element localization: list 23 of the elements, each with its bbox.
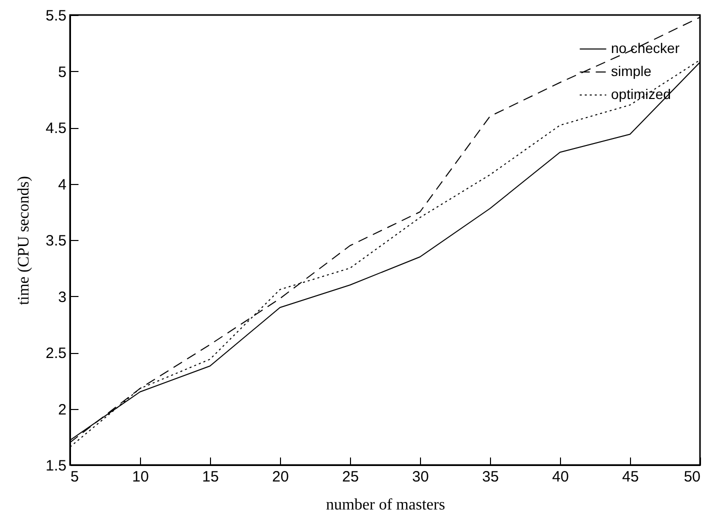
x-axis-title: number of masters <box>326 496 446 514</box>
y-tick-label: 2.5 <box>46 345 66 362</box>
y-tick-label: 4.5 <box>46 120 66 137</box>
y-tick-label: 2 <box>58 401 66 418</box>
y-tick-label: 5.5 <box>46 8 66 24</box>
x-tick-label: 50 <box>684 468 700 486</box>
y-tick-label: 5 <box>58 64 66 81</box>
y-tick-label: 3.5 <box>46 232 66 250</box>
x-tick-label: 15 <box>202 468 219 486</box>
y-tick-label: 4 <box>58 176 66 194</box>
x-tick-label: 40 <box>552 468 569 486</box>
x-tick-label: 30 <box>412 468 429 486</box>
x-tick-label: 20 <box>272 468 289 486</box>
x-tick-label: 5 <box>70 468 79 486</box>
y-tick-label: 1.5 <box>46 458 66 474</box>
x-tick-label: 10 <box>132 468 149 486</box>
y-axis-title: time (CPU seconds) <box>16 176 33 305</box>
x-tick-label: 25 <box>342 468 359 486</box>
x-tick-label: 45 <box>622 468 639 486</box>
y-tick-label: 3 <box>58 288 66 306</box>
legend-label: no checker <box>611 40 680 56</box>
x-tick-label: 35 <box>482 468 499 486</box>
legend-label: simple <box>611 63 652 79</box>
